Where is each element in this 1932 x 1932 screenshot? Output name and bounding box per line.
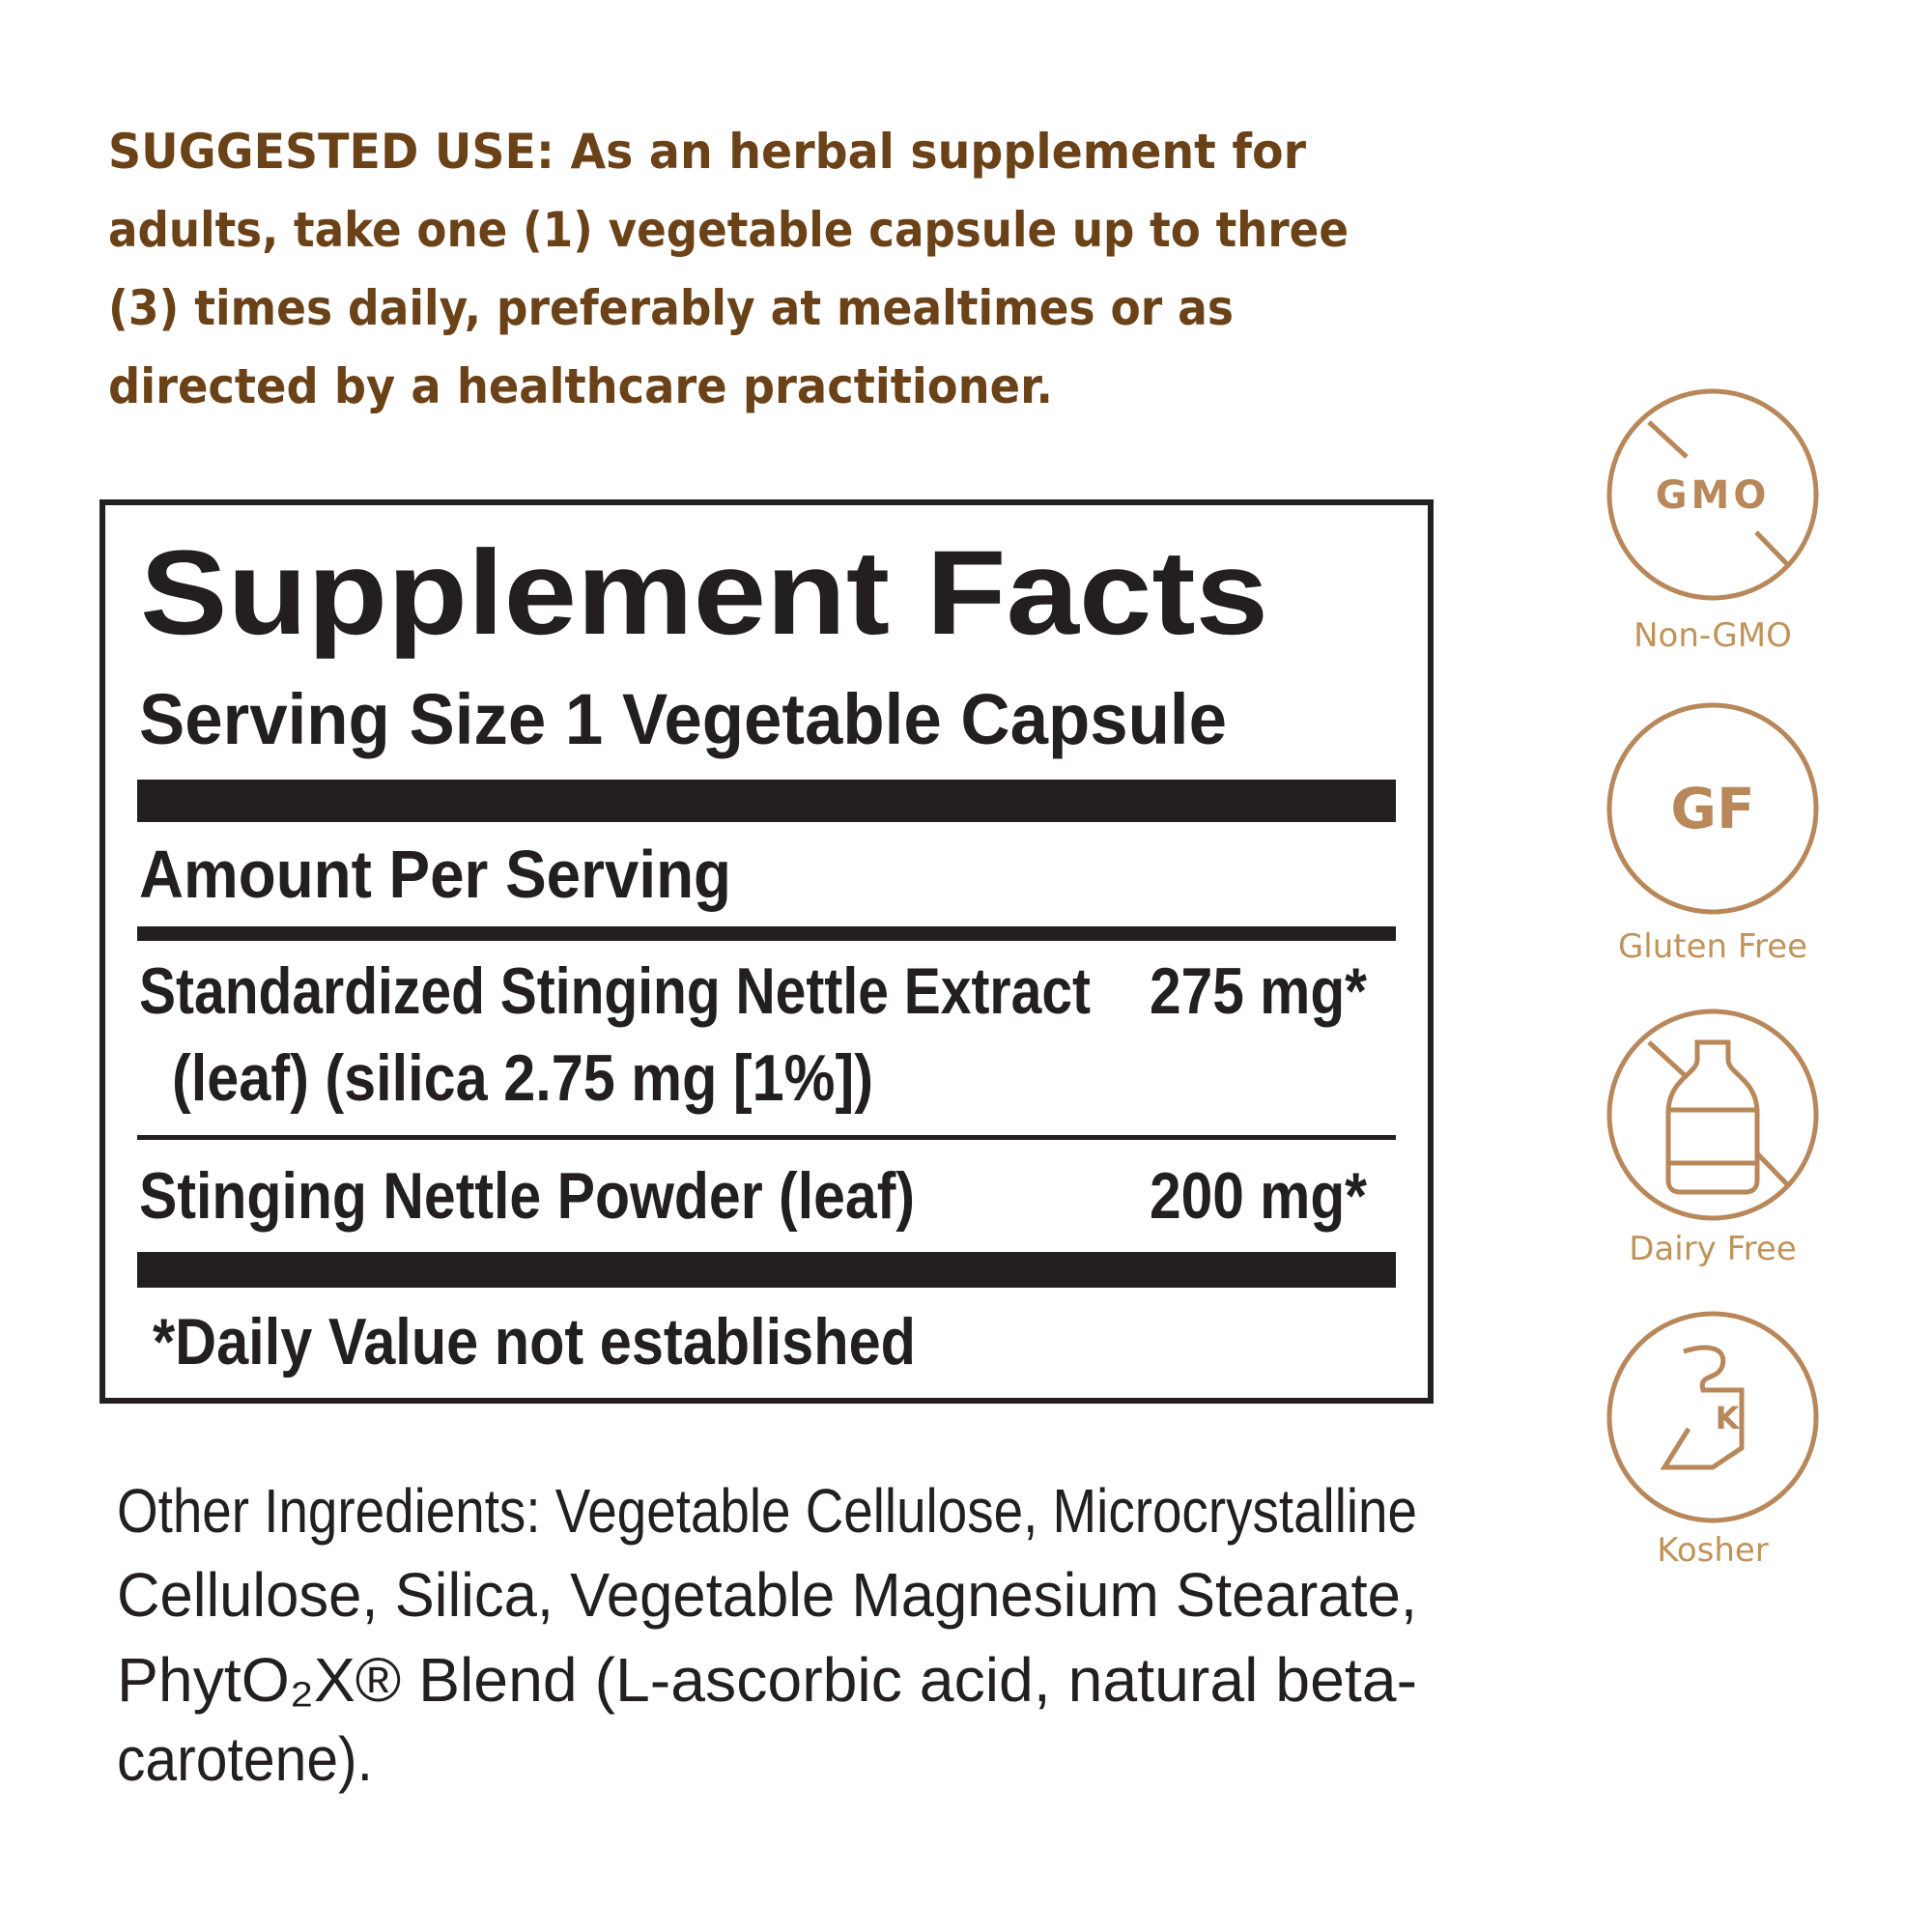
badge-icon: GMO: [1656, 473, 1771, 518]
other-ingredients: Cellulose, Silica, Vegetable Magnesium S…: [117, 1560, 1417, 1630]
ingredient-name: Stinging Nettle Powder (leaf): [139, 1159, 915, 1233]
thick-rule: [137, 1252, 1396, 1288]
facts-title: Supplement Facts: [140, 526, 1268, 660]
badge-label: Kosher: [1657, 1531, 1769, 1570]
ingredient-amount: 275 mg*: [1150, 954, 1367, 1028]
badge-icon: GF: [1670, 776, 1754, 841]
suggested-use: SUGGESTED USE: As an herbal supplement f…: [108, 124, 1306, 180]
serving-size: Serving Size 1 Vegetable Capsule: [139, 679, 1227, 759]
badge-gluten-free: GF Gluten Free: [1606, 702, 1819, 966]
badge-kosher: K Kosher: [1606, 1311, 1819, 1570]
badge-label: Gluten Free: [1618, 927, 1807, 966]
ingredient-amount: 200 mg*: [1150, 1159, 1367, 1233]
svg-text:K: K: [1716, 1400, 1741, 1436]
suggested-use: directed by a healthcare practitioner.: [108, 358, 1053, 414]
other-ingredients: Other Ingredients: Vegetable Cellulose, …: [117, 1476, 1417, 1546]
badge-label: Non-GMO: [1634, 616, 1792, 655]
thick-rule: [137, 780, 1396, 822]
suggested-use: (3) times daily, preferably at mealtimes…: [108, 280, 1234, 336]
badge-dairy-free: Dairy Free: [1606, 1009, 1819, 1268]
badge-non-gmo: GMO Non-GMO: [1606, 388, 1819, 655]
amount-per-serving: Amount Per Serving: [139, 837, 731, 912]
footnote: *Daily Value not established: [153, 1305, 916, 1378]
thin-rule: [137, 1135, 1396, 1140]
suggested-use: adults, take one (1) vegetable capsule u…: [108, 202, 1349, 258]
facts-box: [99, 499, 1434, 1404]
ingredient-name: Standardized Stinging Nettle Extract: [139, 954, 1091, 1028]
badge-label: Dairy Free: [1629, 1230, 1797, 1268]
other-ingredients: carotene).: [117, 1724, 373, 1794]
medium-rule: [137, 926, 1396, 941]
other-ingredients: PhytO₂X® Blend (L-ascorbic acid, natural…: [117, 1645, 1417, 1715]
ingredient-name: (leaf) (silica 2.75 mg [1%]): [172, 1041, 873, 1115]
